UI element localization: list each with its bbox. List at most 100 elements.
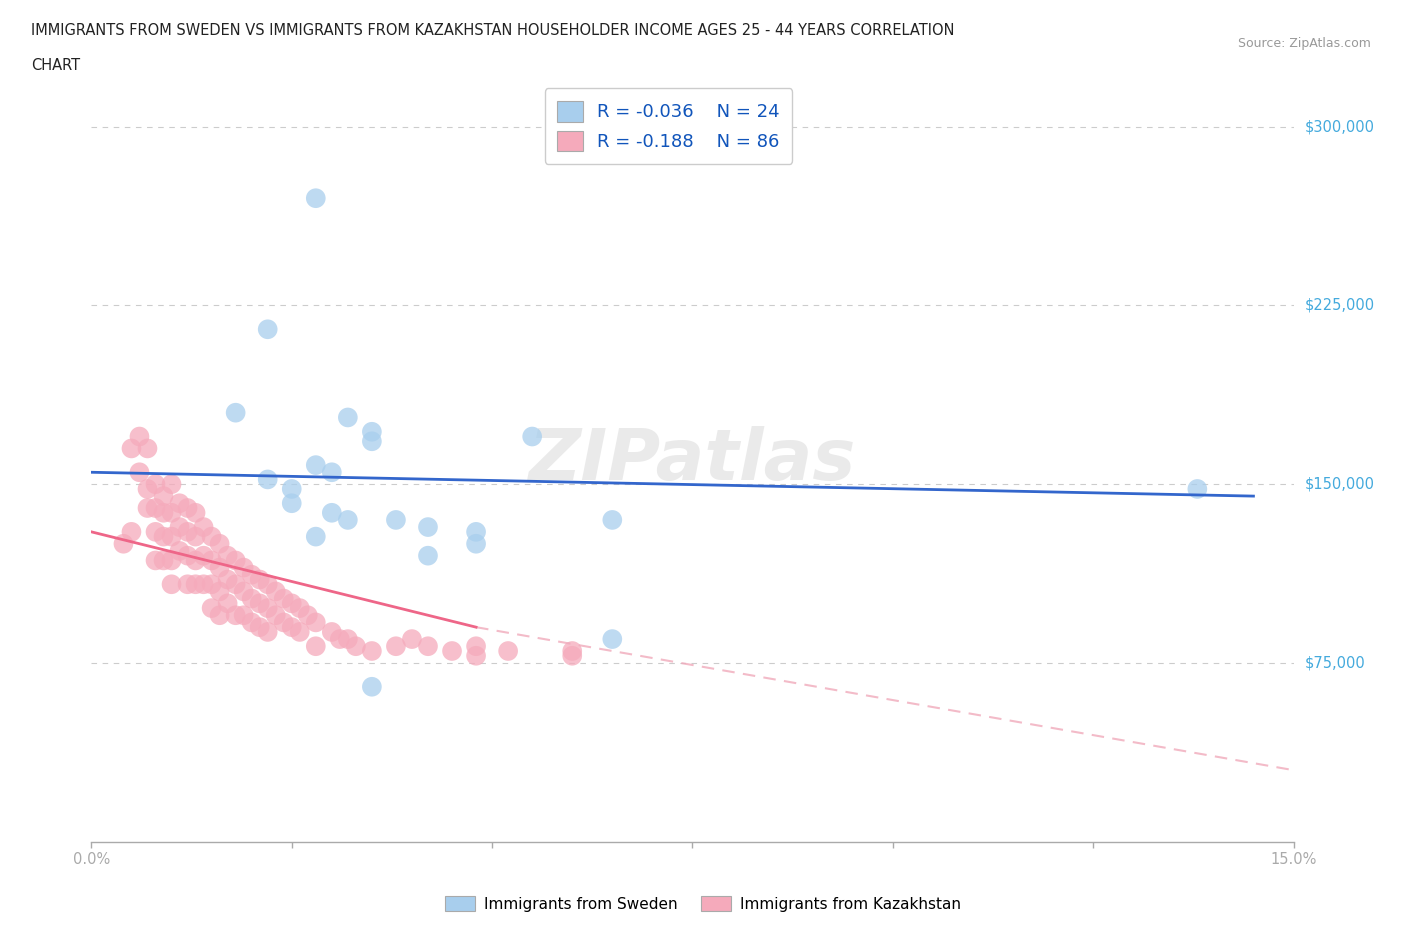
Point	[360, 433, 382, 449]
Point	[225, 608, 247, 623]
Point	[240, 567, 263, 582]
Text: CHART: CHART	[31, 58, 80, 73]
Point	[360, 644, 382, 658]
Point	[602, 631, 624, 646]
Point	[256, 625, 278, 640]
Point	[1187, 482, 1209, 497]
Point	[360, 424, 382, 439]
Text: $225,000: $225,000	[1305, 298, 1375, 313]
Text: IMMIGRANTS FROM SWEDEN VS IMMIGRANTS FROM KAZAKHSTAN HOUSEHOLDER INCOME AGES 25 : IMMIGRANTS FROM SWEDEN VS IMMIGRANTS FRO…	[31, 23, 955, 38]
Point	[145, 477, 167, 492]
Point	[121, 525, 143, 539]
Point	[201, 577, 224, 591]
Point	[193, 549, 215, 564]
Point	[321, 625, 343, 640]
Point	[145, 553, 167, 568]
Point	[217, 596, 239, 611]
Point	[321, 505, 343, 520]
Point	[169, 543, 191, 558]
Point	[264, 584, 287, 599]
Point	[160, 553, 183, 568]
Point	[128, 429, 150, 444]
Point	[401, 631, 423, 646]
Point	[522, 429, 544, 444]
Legend: R = -0.036    N = 24, R = -0.188    N = 86: R = -0.036 N = 24, R = -0.188 N = 86	[544, 88, 792, 164]
Point	[288, 625, 311, 640]
Point	[249, 619, 271, 634]
Point	[281, 596, 304, 611]
Point	[305, 615, 328, 630]
Point	[176, 549, 198, 564]
Point	[249, 572, 271, 587]
Point	[145, 525, 167, 539]
Point	[360, 679, 382, 694]
Point	[201, 553, 224, 568]
Point	[136, 441, 159, 456]
Point	[160, 505, 183, 520]
Point	[240, 615, 263, 630]
Point	[465, 648, 488, 663]
Point	[602, 512, 624, 527]
Point	[256, 322, 278, 337]
Point	[201, 601, 224, 616]
Point	[169, 496, 191, 511]
Point	[225, 553, 247, 568]
Point	[201, 529, 224, 544]
Point	[121, 441, 143, 456]
Point	[208, 608, 231, 623]
Point	[184, 529, 207, 544]
Point	[136, 482, 159, 497]
Point	[321, 465, 343, 480]
Point	[281, 619, 304, 634]
Text: $75,000: $75,000	[1305, 656, 1365, 671]
Point	[273, 591, 295, 606]
Point	[465, 525, 488, 539]
Point	[416, 639, 439, 654]
Point	[225, 577, 247, 591]
Point	[256, 577, 278, 591]
Point	[561, 648, 583, 663]
Point	[145, 500, 167, 515]
Point	[385, 512, 408, 527]
Text: $300,000: $300,000	[1305, 119, 1375, 134]
Point	[344, 639, 367, 654]
Point	[217, 572, 239, 587]
Point	[288, 601, 311, 616]
Point	[152, 488, 174, 503]
Point	[496, 644, 519, 658]
Point	[160, 529, 183, 544]
Point	[232, 584, 254, 599]
Point	[249, 596, 271, 611]
Point	[305, 458, 328, 472]
Point	[184, 505, 207, 520]
Point	[329, 631, 352, 646]
Point	[264, 608, 287, 623]
Point	[561, 644, 583, 658]
Point	[136, 500, 159, 515]
Point	[336, 512, 359, 527]
Point	[305, 529, 328, 544]
Point	[281, 496, 304, 511]
Legend: Immigrants from Sweden, Immigrants from Kazakhstan: Immigrants from Sweden, Immigrants from …	[439, 889, 967, 918]
Point	[208, 560, 231, 575]
Point	[232, 608, 254, 623]
Point	[232, 560, 254, 575]
Point	[193, 520, 215, 535]
Point	[112, 537, 135, 551]
Point	[416, 549, 439, 564]
Point	[176, 525, 198, 539]
Point	[465, 537, 488, 551]
Text: Source: ZipAtlas.com: Source: ZipAtlas.com	[1237, 37, 1371, 50]
Point	[281, 482, 304, 497]
Point	[152, 553, 174, 568]
Point	[273, 615, 295, 630]
Text: $150,000: $150,000	[1305, 477, 1375, 492]
Point	[225, 405, 247, 420]
Point	[169, 520, 191, 535]
Point	[152, 529, 174, 544]
Point	[305, 639, 328, 654]
Point	[160, 477, 183, 492]
Point	[184, 577, 207, 591]
Point	[416, 520, 439, 535]
Point	[176, 577, 198, 591]
